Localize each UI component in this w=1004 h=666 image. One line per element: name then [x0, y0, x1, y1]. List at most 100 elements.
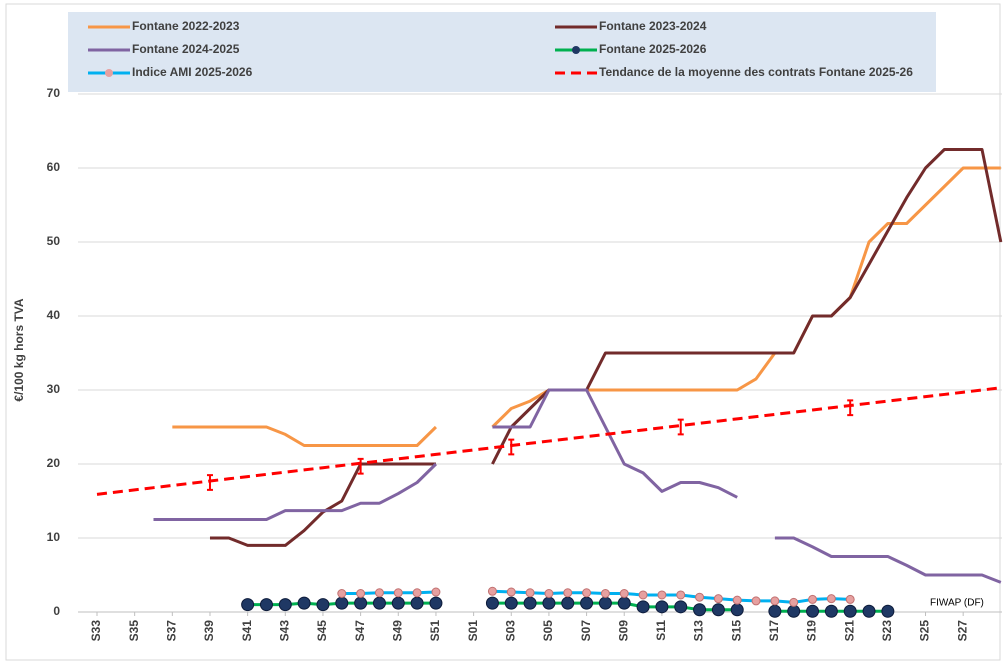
series-marker: [563, 588, 573, 598]
series-marker: [636, 600, 650, 614]
legend-label: Tendance de la moyenne des contrats Font…: [599, 65, 913, 79]
series-marker: [561, 596, 575, 610]
y-tick-label: 10: [47, 530, 61, 544]
x-tick-label: S13: [692, 620, 706, 642]
y-tick-label: 0: [53, 604, 60, 618]
y-tick-label: 40: [47, 308, 61, 322]
legend-label: Fontane 2022-2023: [132, 19, 240, 33]
series-marker: [544, 589, 554, 598]
x-tick-label: S03: [503, 620, 517, 642]
x-tick-label: S27: [955, 620, 969, 642]
series-marker: [789, 597, 799, 607]
series-marker: [278, 598, 292, 612]
series-marker: [751, 596, 761, 606]
series-marker: [657, 590, 667, 600]
chart-border: [5, 3, 1001, 661]
error-bar: [357, 457, 364, 475]
series-marker: [487, 586, 497, 596]
series-marker: [431, 587, 441, 597]
x-tick-label: S11: [654, 620, 668, 641]
x-tick-label: S41: [240, 620, 254, 642]
series-marker: [316, 598, 330, 612]
x-tick-label: S19: [805, 620, 819, 642]
series-marker: [674, 600, 688, 614]
x-tick-label: S47: [353, 620, 367, 642]
series-marker: [506, 587, 516, 597]
series-marker: [372, 596, 386, 610]
series-marker: [600, 589, 610, 598]
legend-box: [68, 12, 936, 92]
error-bar: [677, 418, 684, 436]
series-marker: [412, 588, 422, 598]
series-marker: [598, 596, 612, 610]
legend-label: Fontane 2025-2026: [599, 42, 707, 56]
x-tick-label: S21: [842, 620, 856, 642]
y-axis-title: €/100 kg hors TVA: [12, 298, 26, 401]
series-marker: [862, 604, 876, 618]
series-marker: [617, 596, 631, 610]
series-marker: [582, 588, 592, 598]
legend-label: Fontane 2024-2025: [132, 42, 240, 56]
x-tick-label: S01: [466, 620, 480, 642]
series-marker: [768, 604, 782, 618]
x-tick-label: S17: [767, 620, 781, 642]
y-tick-label: 50: [47, 234, 61, 248]
x-tick-label: S23: [880, 620, 894, 642]
series-marker: [824, 604, 838, 618]
legend-marker: [572, 46, 580, 54]
series-marker: [808, 594, 818, 604]
legend-label: Fontane 2023-2024: [599, 19, 707, 33]
y-tick-label: 30: [47, 382, 61, 396]
series-marker: [356, 589, 366, 598]
error-bar: [508, 438, 515, 456]
series-marker: [354, 596, 368, 610]
series-marker: [410, 596, 424, 610]
series-marker: [485, 596, 499, 610]
series-marker: [845, 594, 855, 604]
x-tick-label: S39: [202, 620, 216, 642]
series-marker: [523, 596, 537, 610]
series-marker: [638, 590, 648, 600]
series-marker: [787, 604, 801, 618]
series-marker: [337, 589, 347, 598]
error-bar: [206, 474, 213, 491]
x-tick-label: S49: [390, 620, 404, 642]
series-marker: [619, 589, 629, 598]
series-marker: [393, 588, 403, 598]
series-marker: [843, 604, 857, 618]
series-marker: [580, 596, 594, 610]
x-tick-label: S15: [729, 620, 743, 642]
series-marker: [542, 596, 556, 610]
series-marker: [655, 600, 669, 614]
x-tick-label: S09: [616, 620, 630, 642]
x-tick-label: S45: [315, 620, 329, 642]
y-tick-label: 20: [47, 456, 61, 470]
series-marker: [259, 598, 273, 612]
series-marker: [676, 590, 686, 600]
error-bar: [847, 399, 854, 417]
x-tick-label: S37: [164, 620, 178, 642]
series-marker: [826, 594, 836, 604]
series-marker: [429, 596, 443, 610]
series-marker: [806, 604, 820, 618]
y-tick-label: 60: [47, 160, 61, 174]
annotation: FIWAP (DF): [930, 598, 984, 609]
series-marker: [695, 592, 705, 602]
series-marker: [881, 604, 895, 618]
legend-marker: [105, 69, 113, 77]
x-tick-label: S51: [428, 620, 442, 642]
y-tick-label: 70: [47, 86, 61, 100]
legend-label: Indice AMI 2025-2026: [132, 65, 253, 79]
x-tick-label: S43: [277, 620, 291, 642]
series-marker: [335, 596, 349, 610]
series-marker: [711, 603, 725, 617]
x-tick-label: S33: [89, 620, 103, 642]
series-line: [153, 388, 1002, 584]
series-marker: [374, 588, 384, 598]
series-marker: [730, 603, 744, 617]
series-marker: [693, 603, 707, 617]
series-marker: [504, 596, 518, 610]
series-marker: [713, 594, 723, 604]
series-marker: [525, 588, 535, 598]
